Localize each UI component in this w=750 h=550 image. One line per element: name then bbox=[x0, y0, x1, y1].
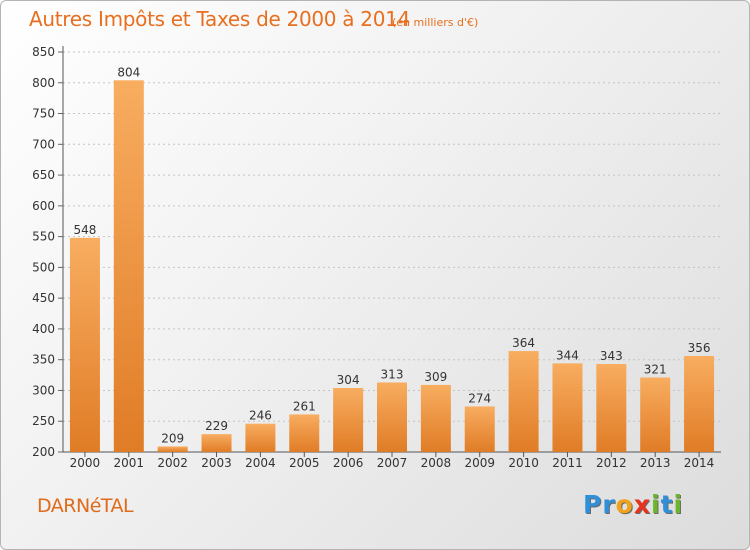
x-tick-label: 2004 bbox=[245, 456, 276, 470]
bar-value-label: 261 bbox=[293, 399, 316, 413]
logo-letter: x bbox=[633, 490, 651, 519]
bar bbox=[113, 80, 144, 453]
y-tick-label: 400 bbox=[32, 322, 55, 336]
bar bbox=[245, 423, 276, 452]
city-name: DARNéTAL bbox=[37, 495, 134, 517]
x-tick-label: 2012 bbox=[596, 456, 627, 470]
x-tick-label: 2009 bbox=[464, 456, 495, 470]
x-tick-label: 2003 bbox=[201, 456, 232, 470]
x-tick-label: 2014 bbox=[684, 456, 715, 470]
bar-value-label: 344 bbox=[556, 348, 579, 362]
chart-title: Autres Impôts et Taxes de 2000 à 2014 bbox=[29, 7, 410, 31]
bar-value-label: 321 bbox=[644, 363, 667, 377]
x-tick-label: 2013 bbox=[640, 456, 671, 470]
y-tick-label: 500 bbox=[32, 260, 55, 274]
x-tick-label: 2002 bbox=[157, 456, 188, 470]
logo-letter: i bbox=[673, 490, 684, 519]
bar bbox=[420, 384, 451, 452]
y-tick-label: 300 bbox=[32, 383, 55, 397]
x-tick-label: 2000 bbox=[70, 456, 101, 470]
y-tick-label: 600 bbox=[32, 199, 55, 213]
x-tick-label: 2011 bbox=[552, 456, 583, 470]
y-tick-label: 200 bbox=[32, 445, 55, 459]
bar bbox=[596, 364, 627, 452]
bar-value-label: 209 bbox=[161, 431, 184, 445]
bar bbox=[377, 382, 407, 452]
x-tick-label: 2006 bbox=[333, 456, 364, 470]
proxiti-logo: Proxiti bbox=[583, 490, 683, 519]
x-tick-label: 2010 bbox=[508, 456, 539, 470]
y-tick-label: 550 bbox=[32, 230, 55, 244]
logo-letter: P bbox=[583, 490, 603, 519]
bar bbox=[201, 434, 232, 452]
bar bbox=[157, 446, 188, 452]
x-tick-label: 2001 bbox=[114, 456, 145, 470]
x-tick-label: 2008 bbox=[421, 456, 452, 470]
y-tick-label: 650 bbox=[32, 168, 55, 182]
bar bbox=[464, 406, 495, 452]
logo-letter: i bbox=[651, 490, 661, 519]
y-tick-label: 450 bbox=[32, 291, 55, 305]
logo-letter: t bbox=[660, 490, 674, 519]
bar-value-label: 274 bbox=[468, 391, 491, 405]
bar-value-label: 356 bbox=[688, 341, 711, 355]
bar bbox=[640, 377, 671, 452]
bar bbox=[508, 351, 539, 452]
x-tick-label: 2007 bbox=[377, 456, 408, 470]
y-tick-label: 850 bbox=[32, 45, 55, 59]
y-tick-label: 750 bbox=[32, 107, 55, 121]
chart-unit-note: (en milliers d'€) bbox=[392, 16, 479, 29]
x-tick-label: 2005 bbox=[289, 456, 320, 470]
bar-chart: 200 250 300 350 400 450 500 550 600 650 700 750 800 8… bbox=[32, 45, 721, 470]
logo-letter: r bbox=[602, 490, 616, 519]
y-tick-label: 350 bbox=[32, 353, 55, 367]
bar bbox=[684, 356, 715, 452]
y-tick-label: 700 bbox=[32, 137, 55, 151]
bar-value-label: 364 bbox=[512, 336, 535, 350]
bar-value-label: 309 bbox=[424, 370, 447, 384]
bar-value-label: 313 bbox=[381, 367, 404, 381]
bar-value-label: 229 bbox=[205, 419, 228, 433]
bar bbox=[333, 388, 364, 452]
bar-value-label: 804 bbox=[117, 65, 140, 79]
logo-letter: o bbox=[615, 490, 634, 519]
bar-value-label: 343 bbox=[600, 349, 623, 363]
y-tick-label: 250 bbox=[32, 414, 55, 428]
bar-value-label: 304 bbox=[337, 373, 360, 387]
bar bbox=[69, 237, 100, 452]
bar-value-label: 246 bbox=[249, 409, 272, 423]
y-tick-label: 800 bbox=[32, 76, 55, 90]
bar bbox=[552, 363, 583, 452]
bar bbox=[289, 414, 320, 452]
bar-value-label: 548 bbox=[73, 223, 96, 237]
